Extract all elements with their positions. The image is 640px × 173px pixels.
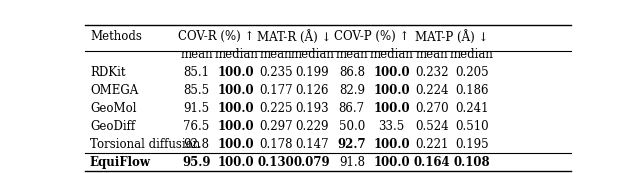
Text: 85.5: 85.5 <box>184 84 210 97</box>
Text: 0.199: 0.199 <box>295 66 329 79</box>
Text: median: median <box>290 48 334 61</box>
Text: 82.9: 82.9 <box>339 84 365 97</box>
Text: MAT-P (Å) ↓: MAT-P (Å) ↓ <box>415 30 489 44</box>
Text: 0.186: 0.186 <box>455 84 488 97</box>
Text: mean: mean <box>260 48 292 61</box>
Text: 0.164: 0.164 <box>414 156 451 169</box>
Text: OMEGA: OMEGA <box>90 84 138 97</box>
Text: 100.0: 100.0 <box>218 138 255 151</box>
Text: 100.0: 100.0 <box>373 156 410 169</box>
Text: median: median <box>369 48 413 61</box>
Text: median: median <box>450 48 494 61</box>
Text: 0.205: 0.205 <box>455 66 489 79</box>
Text: 100.0: 100.0 <box>373 66 410 79</box>
Text: mean: mean <box>335 48 368 61</box>
Text: 0.241: 0.241 <box>455 102 488 115</box>
Text: EquiFlow: EquiFlow <box>90 156 151 169</box>
Text: median: median <box>214 48 258 61</box>
Text: 0.235: 0.235 <box>259 66 292 79</box>
Text: GeoDiff: GeoDiff <box>90 120 135 133</box>
Text: RDKit: RDKit <box>90 66 125 79</box>
Text: 50.0: 50.0 <box>339 120 365 133</box>
Text: mean: mean <box>416 48 449 61</box>
Text: 100.0: 100.0 <box>218 156 255 169</box>
Text: MAT-R (Å) ↓: MAT-R (Å) ↓ <box>257 30 331 44</box>
Text: 0.270: 0.270 <box>415 102 449 115</box>
Text: 0.297: 0.297 <box>259 120 292 133</box>
Text: 33.5: 33.5 <box>378 120 404 133</box>
Text: 92.7: 92.7 <box>337 138 366 151</box>
Text: 76.5: 76.5 <box>184 120 210 133</box>
Text: 100.0: 100.0 <box>373 102 410 115</box>
Text: mean: mean <box>180 48 213 61</box>
Text: COV-R (%) ↑: COV-R (%) ↑ <box>178 30 255 43</box>
Text: 0.147: 0.147 <box>295 138 329 151</box>
Text: COV-P (%) ↑: COV-P (%) ↑ <box>334 30 410 43</box>
Text: 0.195: 0.195 <box>455 138 489 151</box>
Text: 100.0: 100.0 <box>373 138 410 151</box>
Text: 0.229: 0.229 <box>296 120 329 133</box>
Text: 0.126: 0.126 <box>296 84 329 97</box>
Text: 86.7: 86.7 <box>339 102 365 115</box>
Text: 91.8: 91.8 <box>339 156 365 169</box>
Text: 95.9: 95.9 <box>182 156 211 169</box>
Text: 0.178: 0.178 <box>259 138 292 151</box>
Text: 100.0: 100.0 <box>218 84 255 97</box>
Text: 0.193: 0.193 <box>295 102 329 115</box>
Text: 91.5: 91.5 <box>184 102 210 115</box>
Text: 100.0: 100.0 <box>218 120 255 133</box>
Text: 0.130: 0.130 <box>257 156 294 169</box>
Text: 85.1: 85.1 <box>184 66 209 79</box>
Text: GeoMol: GeoMol <box>90 102 136 115</box>
Text: 0.510: 0.510 <box>455 120 489 133</box>
Text: 0.225: 0.225 <box>259 102 292 115</box>
Text: 0.224: 0.224 <box>415 84 449 97</box>
Text: 0.232: 0.232 <box>415 66 449 79</box>
Text: 0.108: 0.108 <box>454 156 490 169</box>
Text: 0.177: 0.177 <box>259 84 292 97</box>
Text: 86.8: 86.8 <box>339 66 365 79</box>
Text: Torsional diffusion: Torsional diffusion <box>90 138 200 151</box>
Text: 100.0: 100.0 <box>218 102 255 115</box>
Text: Methods: Methods <box>90 30 142 43</box>
Text: 0.079: 0.079 <box>294 156 330 169</box>
Text: 100.0: 100.0 <box>373 84 410 97</box>
Text: 100.0: 100.0 <box>218 66 255 79</box>
Text: 0.221: 0.221 <box>415 138 449 151</box>
Text: 92.8: 92.8 <box>184 138 209 151</box>
Text: 0.524: 0.524 <box>415 120 449 133</box>
